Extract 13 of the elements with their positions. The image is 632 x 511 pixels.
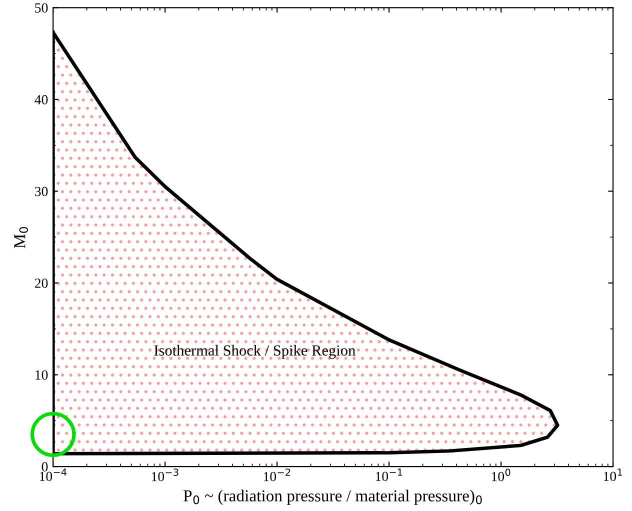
x-tick-label: 10$^{0}$ bbox=[492, 468, 510, 482]
y-tick-label: 50 bbox=[35, 3, 48, 13]
y-tick-label: 40 bbox=[34, 95, 48, 104]
y-axis-title: M$_{0}$ bbox=[14, 226, 28, 248]
x-tick-label: 10$^{−3}$ bbox=[152, 468, 178, 482]
y-tick-label: 10 bbox=[36, 370, 48, 380]
y-tick-label: 20 bbox=[34, 278, 48, 288]
x-tick-label: 10$^{−1}$ bbox=[376, 468, 402, 482]
x-tick-label: 10$^{1}$ bbox=[604, 468, 622, 482]
y-tick-label: 30 bbox=[35, 186, 48, 196]
x-tick-label: 10$^{−2}$ bbox=[264, 468, 290, 482]
x-axis-title: P$_{0}$ ~ (radiation pressure / material pressure)$_{0}$ bbox=[184, 490, 482, 505]
annotation: Isothermal Shock / Spike Region bbox=[154, 344, 356, 359]
